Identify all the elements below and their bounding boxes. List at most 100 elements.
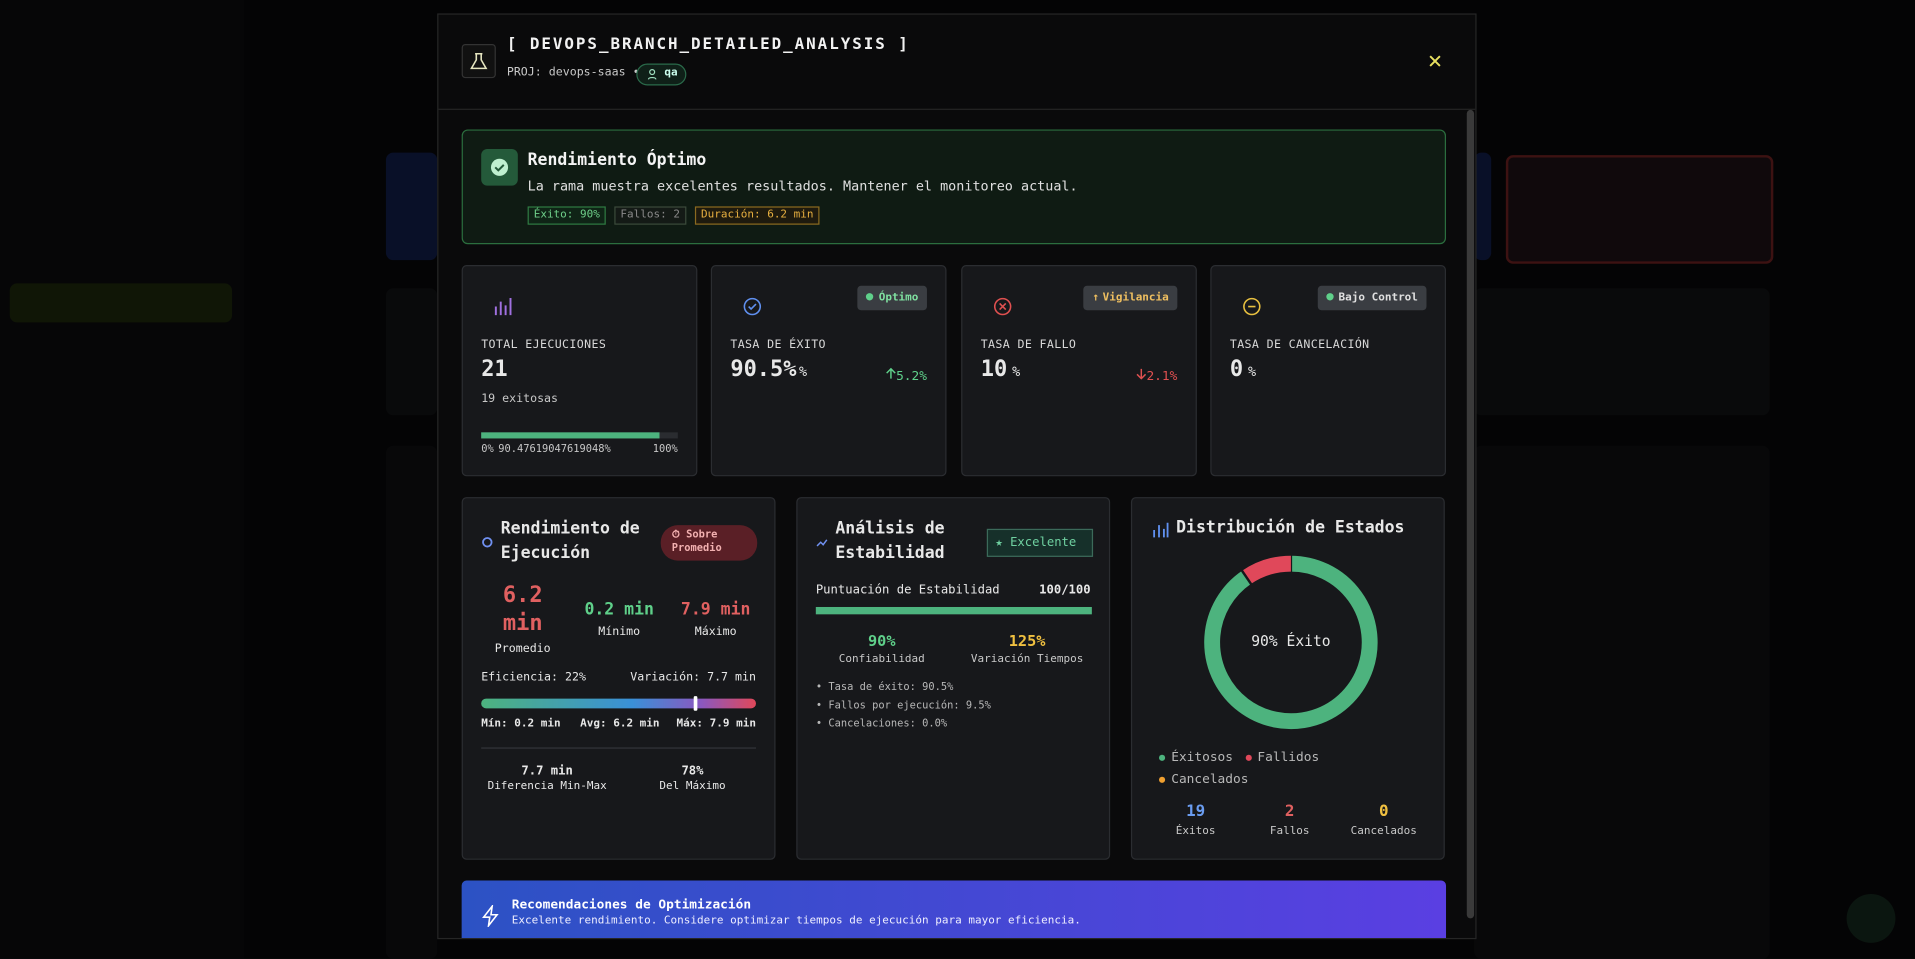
metric-label: TOTAL EJECUCIONES — [481, 338, 607, 352]
legend-item: Fallidos — [1245, 746, 1319, 768]
metric-value-row: 90.5%% — [730, 357, 807, 383]
close-button[interactable] — [1426, 53, 1443, 70]
header-icon — [461, 43, 496, 79]
donut-chart — [1204, 555, 1378, 730]
badge-arrow: ↑ — [1092, 291, 1099, 305]
summary-label: Diferencia Min-Max — [487, 780, 607, 793]
badge-text: Excelente — [1010, 536, 1077, 550]
status-banner — [461, 129, 1447, 245]
recommendation-banner: Recomendaciones de Optimización Excelent… — [461, 880, 1447, 938]
score-label: Puntuación de Estabilidad — [815, 583, 1000, 598]
star-icon: ★ — [995, 536, 1011, 550]
card-title: Análisis de Estabilidad — [835, 519, 945, 564]
count-value: 2 — [1284, 802, 1295, 821]
badge-dot — [1326, 293, 1334, 301]
note: • Tasa de éxito: 90.5% — [815, 681, 954, 694]
metric-label: TASA DE FALLO — [980, 338, 1077, 352]
x-circle-icon — [993, 297, 1012, 316]
metric-card: TOTAL EJECUCIONES 21 19 exitosas 0% 90.4… — [461, 265, 698, 477]
minimum-label: Mínimo — [598, 625, 641, 639]
minus-circle-icon — [1243, 297, 1261, 316]
metric-unit: % — [798, 363, 808, 380]
status-icon — [481, 148, 518, 186]
legend-item: Cancelados — [1159, 768, 1248, 790]
donut-segment — [1242, 555, 1292, 585]
range-bar — [481, 696, 756, 711]
performance-badge: ⏱ Sobre Promedio — [660, 525, 758, 561]
header-divider — [438, 108, 1476, 110]
metric-badge: Óptimo — [857, 285, 927, 311]
maximum-value: 7.9 min — [680, 599, 751, 620]
metric-change: 2.1% — [1135, 368, 1178, 384]
recommendation-title: Recomendaciones de Optimización — [511, 897, 752, 913]
metric-label: TASA DE ÉXITO — [730, 338, 826, 352]
note: • Cancelaciones: 0.0% — [815, 718, 948, 731]
average-marker — [693, 696, 698, 711]
count-value: 19 — [1186, 802, 1206, 821]
metric-value-row: 10% — [981, 357, 1020, 383]
metric-value: 90.5% — [730, 356, 797, 383]
legend-item: Éxitosos — [1159, 746, 1233, 768]
note: • Fallos por ejecución: 9.5% — [815, 699, 991, 713]
badge-icon: ⏱ — [671, 528, 687, 542]
range-max: Máx: 7.9 min — [676, 718, 756, 731]
metric-value: 10 — [980, 356, 1008, 383]
average-label: Promedio — [494, 642, 551, 656]
maximum-label: Máximo — [694, 625, 737, 639]
arrow-down — [1136, 368, 1146, 380]
segment-separator — [1240, 569, 1253, 586]
legend-label: Fallidos — [1257, 749, 1320, 765]
banner-tag: Duración: 6.2 min — [694, 206, 820, 225]
bolt-icon — [482, 904, 499, 927]
count-label: Éxitos — [1175, 825, 1216, 838]
badge-text: Bajo Control — [1338, 291, 1418, 305]
count-value: 0 — [1378, 802, 1389, 821]
badge-dot — [866, 293, 874, 301]
metric-card: Óptimo TASA DE ÉXITO 90.5%% 5.2% — [710, 265, 947, 477]
score-fill — [815, 606, 1092, 615]
check-icon — [490, 158, 509, 176]
recommendation-message: Excelente rendimiento. Considere optimiz… — [511, 914, 1081, 927]
card-title: Rendimiento de Ejecución — [500, 519, 640, 564]
progress-fill — [481, 432, 660, 439]
variation: Variación: 7.7 min — [630, 670, 756, 684]
minimum-value: 0.2 min — [584, 599, 654, 620]
banner-title: Rendimiento Óptimo — [527, 150, 707, 170]
progress-end: 100% — [652, 443, 678, 456]
banner-tag: Fallos: 2 — [614, 206, 687, 225]
metric-value-row: 0% — [1230, 357, 1256, 383]
average-value: 6.2 min — [502, 582, 543, 637]
check-circle-icon — [743, 297, 762, 316]
trend-icon — [816, 539, 828, 547]
change-text: 2.1% — [1146, 368, 1178, 384]
modal: [ DEVOPS_BRANCH_DETAILED_ANALYSIS ] PROJ… — [437, 13, 1477, 940]
metric-change: 5.2% — [885, 367, 927, 383]
banner-message: La rama muestra excelentes resultados. M… — [527, 178, 1078, 195]
range-min: Mín: 0.2 min — [481, 718, 561, 731]
metric-card: Bajo Control TASA DE CANCELACIÓN 0% — [1210, 265, 1447, 477]
donut-center: 90% Éxito — [1251, 632, 1331, 650]
bars-icon — [494, 297, 512, 316]
environment: qa — [664, 67, 678, 80]
project-label: PROJ: devops-saas • — [506, 65, 640, 80]
badge-text: Vigilancia — [1102, 291, 1169, 305]
metric-value: 0 — [1229, 356, 1244, 383]
stat-label: Variación Tiempos — [970, 653, 1084, 666]
progress-start: 0% — [481, 443, 494, 456]
distribution-card: Distribución de Estados 90% Éxito Éxitos… — [1130, 497, 1445, 860]
metric-value: 21 — [481, 356, 508, 383]
metric-card: ↑ Vigilancia TASA DE FALLO 10% 2.1% — [961, 265, 1197, 477]
score-track — [815, 606, 1092, 615]
bars-icon — [1153, 522, 1169, 538]
scrollbar — [1466, 109, 1475, 919]
stat-value: 125% — [1008, 631, 1046, 650]
progress-track — [481, 432, 678, 439]
performance-icon — [482, 537, 493, 548]
arrow-up — [885, 367, 896, 379]
environment-badge: qa — [636, 63, 687, 86]
summary-value: 78% — [681, 764, 704, 778]
metric-detail: 19 exitosas — [481, 392, 559, 406]
efficiency: Eficiencia: 22% — [481, 670, 586, 684]
badge-text: Óptimo — [878, 291, 919, 305]
